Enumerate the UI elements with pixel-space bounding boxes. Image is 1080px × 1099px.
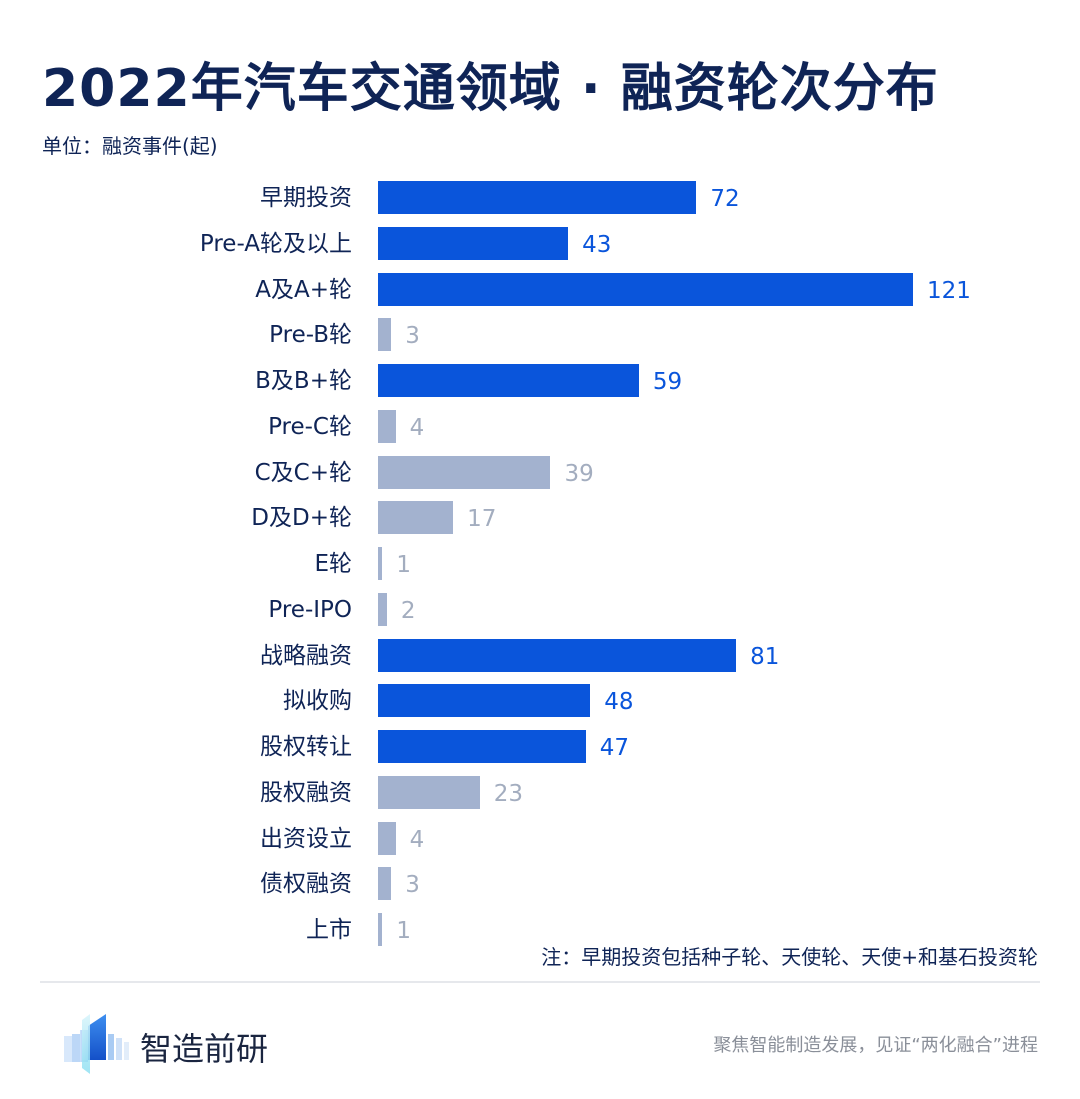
bar [378,547,383,580]
bar [378,730,586,763]
category-label: 股权融资 [260,779,352,806]
category-label: 出资设立 [260,825,352,852]
value-label: 59 [652,369,683,395]
category-label: 拟收购 [283,688,352,715]
category-label: 债权融资 [260,871,352,898]
bar [378,592,387,626]
bar-columns-logo-icon [62,1012,142,1076]
value-label: 4 [409,826,425,853]
value-label: 17 [467,506,497,533]
chart-row: 股权融资 23 [0,775,1080,811]
category-label: Pre-C轮 [268,413,352,440]
chart-row: Pre-A轮及以上 43 [0,226,1080,262]
category-label: D及D+轮 [251,505,352,532]
chart-row: C及C+轮 39 [0,455,1080,491]
brand-name: 智造前研 [140,1030,269,1068]
value-label: 1 [396,552,412,578]
bar [378,501,454,535]
chart-row: 出资设立 4 [0,821,1080,857]
slogan: 聚焦智能制造发展，见证“两化融合”进程 [713,1035,1038,1056]
chart-row: E轮 1 [0,546,1080,582]
value-label: 2 [400,597,416,624]
category-label: 早期投资 [260,185,352,211]
footnote: 注：早期投资包括种子轮、天使轮、天使+和基石投资轮 [541,945,1038,969]
chart-row: 股权转让 47 [0,729,1080,765]
bar [378,409,396,443]
value-label: 4 [409,414,425,441]
unit-label: 单位：融资事件(起) [42,134,218,158]
category-label: 战略融资 [260,642,352,669]
value-label: 39 [564,460,594,487]
category-label: Pre-IPO [268,596,352,623]
chart-row: Pre-C轮 4 [0,409,1080,445]
value-label: 48 [604,689,634,716]
chart-row: Pre-IPO 2 [0,592,1080,628]
bar [378,181,697,214]
bar [378,913,383,946]
bar [378,638,737,672]
chart-row: Pre-B轮 3 [0,317,1080,353]
value-label: 72 [710,186,740,212]
category-label: A及A+轮 [255,276,352,303]
bar [378,455,551,489]
value-label: 3 [405,872,420,899]
category-label: 上市 [306,917,352,943]
bar [378,272,913,306]
value-label: 47 [599,735,630,761]
divider [40,981,1040,983]
chart-row: 债权融资 3 [0,866,1080,902]
category-label: C及C+轮 [254,459,352,486]
chart-row: B及B+轮 59 [0,363,1080,399]
bar [378,318,392,352]
value-label: 121 [927,277,971,304]
chart-title: 2022年汽车交通领域 · 融资轮次分布 [42,59,939,119]
category-label: 股权转让 [260,734,352,760]
category-label: Pre-A轮及以上 [199,230,352,257]
bar [378,684,591,718]
bar [378,867,392,901]
value-label: 43 [582,231,612,258]
bar [378,364,639,397]
chart-row: 战略融资 81 [0,638,1080,674]
bar [378,821,396,855]
chart-row: 早期投资 72 [0,180,1080,216]
chart-row: 拟收购 48 [0,683,1080,719]
category-label: B及B+轮 [255,368,352,394]
chart-row: 上市 1 [0,912,1080,948]
category-label: Pre-B轮 [269,322,352,349]
value-label: 23 [493,780,523,807]
chart-row: D及D+轮 17 [0,500,1080,536]
value-label: 81 [750,643,780,670]
category-label: E轮 [314,551,352,577]
value-label: 1 [396,918,412,944]
chart-row: A及A+轮 121 [0,272,1080,308]
bar [378,775,480,809]
value-label: 3 [405,323,420,350]
bar [378,226,569,260]
